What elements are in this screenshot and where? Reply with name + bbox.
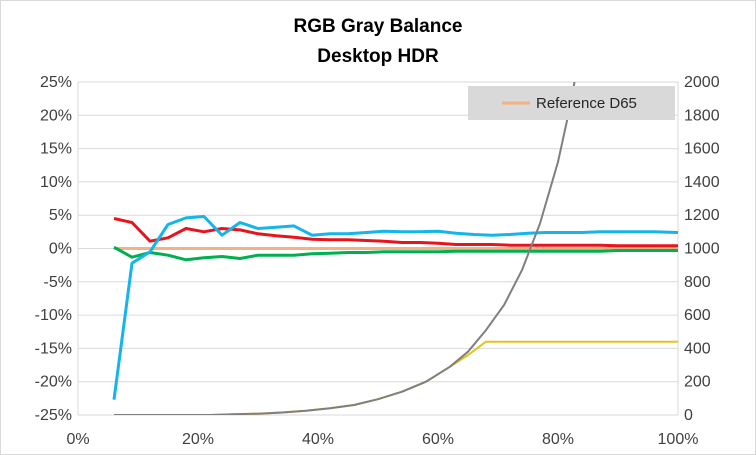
y-left-tick-label: 15% <box>40 141 72 158</box>
y-right-tick-label: 1000 <box>684 241 720 258</box>
y-right-tick-label: 2000 <box>684 74 720 91</box>
x-tick-label: 80% <box>542 431 574 448</box>
legend-label-reference: Reference D65 <box>536 95 637 112</box>
legend: Reference D65 <box>468 86 675 120</box>
series-group <box>112 82 678 415</box>
y-left-tick-label: 10% <box>40 174 72 191</box>
chart-title: RGB Gray Balance <box>294 16 463 37</box>
y-left-tick-label: -10% <box>35 307 72 324</box>
y-left-tick-label: 20% <box>40 107 72 124</box>
y-right-tick-label: 200 <box>684 374 711 391</box>
y-right-tick-label: 1400 <box>684 174 720 191</box>
y-right-tick-label: 800 <box>684 274 711 291</box>
y-left-tick-label: -15% <box>35 340 72 357</box>
tick-labels: 25%20%15%10%5%0%-5%-10%-15%-20%-25%20001… <box>35 74 720 448</box>
x-tick-label: 40% <box>302 431 334 448</box>
y-right-tick-label: 0 <box>684 407 693 424</box>
y-left-tick-label: -5% <box>44 274 72 291</box>
chart-subtitle: Desktop HDR <box>317 46 439 67</box>
y-left-tick-label: 25% <box>40 74 72 91</box>
y-left-tick-label: -25% <box>35 407 72 424</box>
x-tick-label: 100% <box>658 431 699 448</box>
y-right-tick-label: 1600 <box>684 141 720 158</box>
y-right-tick-label: 1800 <box>684 107 720 124</box>
x-tick-label: 0% <box>66 431 89 448</box>
series-line-3 <box>112 215 678 400</box>
y-left-tick-label: 0% <box>49 241 72 258</box>
y-right-tick-label: 1200 <box>684 207 720 224</box>
series-line-5 <box>114 82 576 415</box>
y-left-tick-label: 5% <box>49 207 72 224</box>
series-line-1 <box>113 217 678 248</box>
x-tick-label: 20% <box>182 431 214 448</box>
x-tick-label: 60% <box>422 431 454 448</box>
series-line-4 <box>114 340 678 415</box>
series-line-2 <box>113 245 678 262</box>
y-right-tick-label: 600 <box>684 307 711 324</box>
y-left-tick-label: -20% <box>35 374 72 391</box>
y-right-tick-label: 400 <box>684 340 711 357</box>
